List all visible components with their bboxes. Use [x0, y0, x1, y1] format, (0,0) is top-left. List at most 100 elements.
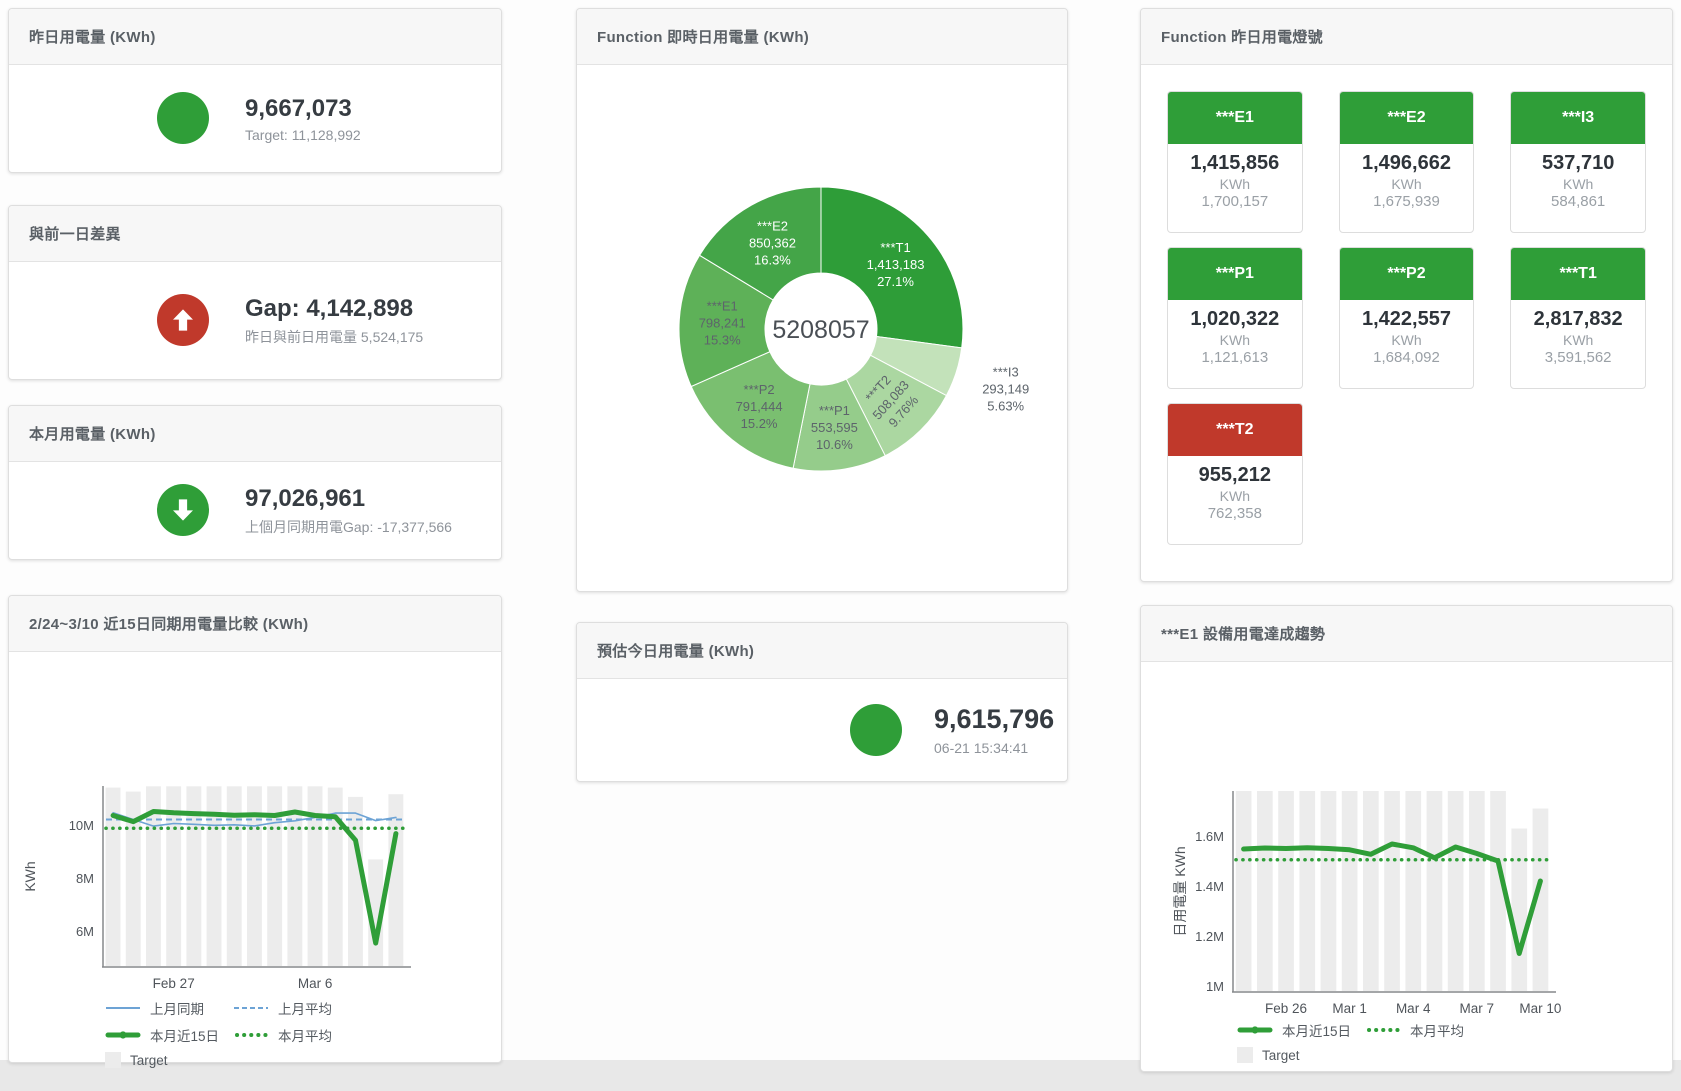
x-tick-label: Mar 7: [1460, 1001, 1495, 1014]
legend-swatch-dots: [1367, 1028, 1400, 1032]
target-bar: [146, 786, 161, 966]
tile-target: 1,700,157: [1201, 193, 1269, 210]
legend-item-label: 上月平均: [278, 1002, 332, 1017]
target-bar: [105, 787, 121, 966]
legend-item-本月近15日[interactable]: 本月近15日: [1237, 1020, 1365, 1040]
panel-title-text: 預估今日用電量 (KWh): [597, 643, 755, 660]
legend-item-label: 本月近15日: [1282, 1024, 1352, 1039]
device-tiles-grid: ***E1 1,415,856 KWh 1,700,157 ***E2 1,496,662…: [1141, 65, 1672, 545]
tile-unit: KWh: [1219, 332, 1250, 348]
device-tile-E1: ***E1 1,415,856 KWh 1,700,157: [1167, 91, 1303, 233]
donut-slice-label: ***I3 293,149 5.63%: [982, 364, 1029, 413]
panel-title-text: 本月用電量 (KWh): [29, 426, 156, 443]
legend-item-本月平均[interactable]: 本月平均: [233, 1025, 501, 1045]
legend-item-label: 上月同期: [150, 1002, 204, 1017]
card-month-usage: 本月用電量 (KWh) 97,026,961 上個月同期用電Gap: -17,3…: [8, 405, 502, 560]
card-status-tiles: Function 昨日用電燈號 ***E1 1,415,856 KWh 1,700,1…: [1140, 8, 1673, 582]
panel-title-text: 與前一日差異: [29, 226, 121, 243]
tile-target: 762,358: [1207, 505, 1262, 522]
panel-title-text: Function 即時日用電量 (KWh): [597, 29, 810, 46]
compare-svg: 6M 8M 10M Feb 27 Mar 6 KWh: [22, 786, 411, 991]
y-axis-label: KWh: [22, 861, 38, 891]
x-tick-label: Mar 10: [1519, 1001, 1561, 1014]
target-bar: [1341, 791, 1358, 991]
legend-item-label: 本月平均: [278, 1029, 332, 1044]
stat-subtext: 06-21 15:34:41: [934, 739, 1029, 756]
legend-item-Target[interactable]: Target: [1237, 1047, 1365, 1063]
tile-unit: KWh: [1219, 488, 1250, 504]
tile-unit: KWh: [1562, 176, 1594, 192]
target-bar: [1278, 791, 1294, 991]
donut-slice-E1[interactable]: [678, 254, 774, 388]
donut-slice-E2[interactable]: [698, 186, 822, 301]
target-bar: [1235, 791, 1252, 991]
device-tile-P1: ***P1 1,020,322 KWh 1,121,613: [1167, 247, 1303, 389]
compare-15d-chart: 6M 8M 10M Feb 27 Mar 6 KWh 上月同期 上月平均 本月近15日 本月平均 T…: [9, 652, 501, 1068]
stat-value: 9,615,796: [934, 704, 1055, 735]
status-circle-icon: [157, 92, 209, 144]
tile-target: 584,861: [1551, 193, 1606, 210]
panel-title-text: Function 昨日用電燈號: [1161, 29, 1323, 46]
target-bar: [1299, 791, 1316, 991]
tile-target: 3,591,562: [1544, 349, 1612, 366]
legend-item-本月近15日[interactable]: 本月近15日: [105, 1025, 233, 1045]
panel-title: 與前一日差異: [9, 206, 501, 262]
tile-target: 1,675,939: [1373, 193, 1440, 210]
chart-legend: 上月同期 上月平均本月近15日 本月平均 Target: [105, 998, 501, 1068]
legend-swatch-thick-line: [1237, 1026, 1273, 1034]
tile-unit: KWh: [1391, 176, 1422, 192]
donut-slice-label: ***T1 1,413,183 27.1%: [867, 240, 925, 289]
tile-unit: KWh: [1391, 332, 1422, 348]
stat-subtext: Target: 11,128,992: [245, 126, 361, 143]
tile-unit: KWh: [1219, 176, 1250, 192]
device-tile-I3: ***I3 537,710 KWh 584,861: [1510, 91, 1646, 233]
tile-value: 537,710: [1542, 152, 1615, 174]
device-tile-T2: ***T2 955,212 KWh 762,358: [1167, 403, 1303, 545]
legend-item-上月同期[interactable]: 上月同期: [105, 998, 233, 1018]
y-tick-label: 8M: [76, 871, 94, 886]
card-realtime-donut: Function 即時日用電量 (KWh) ***T1 1,413,183 27.1…: [576, 8, 1068, 592]
legend-item-label: 本月平均: [1410, 1024, 1464, 1039]
target-bar: [226, 786, 242, 966]
x-tick-label: Mar 6: [298, 976, 333, 991]
target-bar: [348, 796, 363, 966]
x-tick-label: Mar 4: [1396, 1001, 1431, 1014]
trend-svg: 1M 1.2M 1.4M 1.6M Feb 26 Mar 1 Mar 4 Mar 7 Mar 1…: [1172, 791, 1561, 1014]
status-circle-icon: [850, 703, 902, 756]
target-bar: [1257, 791, 1273, 991]
tile-status-header: ***I3: [1511, 92, 1645, 144]
device-tile-E2: ***E2 1,496,662 KWh 1,675,939: [1338, 91, 1475, 233]
x-tick-label: Feb 27: [153, 976, 195, 991]
target-bar: [247, 786, 262, 966]
donut-slice-P2[interactable]: [690, 351, 811, 469]
stat-value: 97,026,961: [245, 484, 366, 512]
tile-status-header: ***T1: [1511, 248, 1645, 300]
tile-target: 1,684,092: [1373, 349, 1440, 366]
card-yesterday-usage: 昨日用電量 (KWh) 9,667,073 Target: 11,128,992: [8, 8, 502, 173]
legend-item-Target[interactable]: Target: [105, 1052, 233, 1068]
donut-slice-label: ***E1 798,241 15.3%: [699, 299, 746, 348]
tile-status-header: ***T2: [1168, 404, 1302, 456]
panel-title: 2/24~3/10 近15日同期用電量比較 (KWh): [9, 596, 501, 652]
panel-title-text: 2/24~3/10 近15日同期用電量比較 (KWh): [29, 616, 309, 633]
x-tick-label: Feb 26: [1265, 1001, 1307, 1014]
panel-title: 昨日用電量 (KWh): [9, 9, 501, 65]
target-bar: [1426, 791, 1443, 991]
legend-item-label: Target: [130, 1052, 168, 1068]
donut-slice-label: ***P2 791,444 15.2%: [736, 382, 783, 431]
tile-value: 1,020,322: [1190, 308, 1280, 330]
arrow-up-icon: [157, 294, 209, 346]
legend-item-本月平均[interactable]: 本月平均: [1365, 1020, 1672, 1040]
target-bar: [287, 786, 303, 966]
donut-slice-T1[interactable]: [820, 186, 964, 349]
legend-item-上月平均[interactable]: 上月平均: [233, 998, 501, 1018]
device-tile-P2: ***P2 1,422,557 KWh 1,684,092: [1338, 247, 1475, 389]
card-e1-trend-chart: ***E1 設備用電達成趨勢 1M 1.2M 1.4M 1.6M Feb 26 Mar 1…: [1140, 605, 1673, 1072]
stat-value: 9,667,073: [245, 94, 352, 122]
legend-swatch-dash: [234, 1007, 268, 1009]
tile-value: 1,422,557: [1362, 308, 1451, 330]
card-estimate-today: 預估今日用電量 (KWh) 9,615,796 06-21 15:34:41: [576, 622, 1068, 782]
target-bar: [1320, 791, 1337, 991]
target-bar: [307, 786, 323, 966]
